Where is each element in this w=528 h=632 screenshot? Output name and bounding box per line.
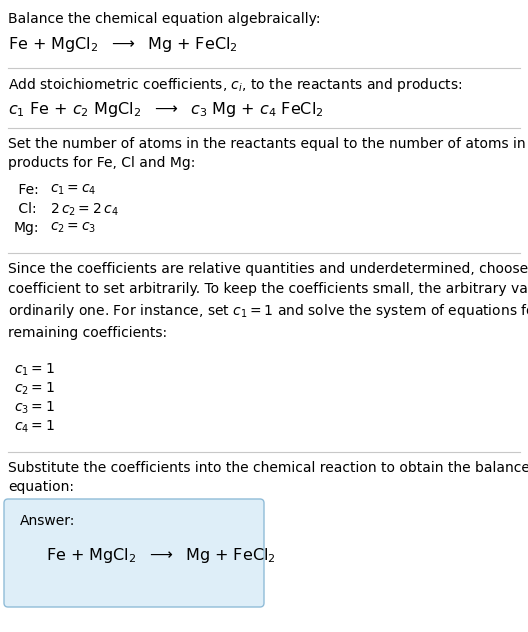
Text: Fe + MgCl$_2$  $\longrightarrow$  Mg + FeCl$_2$: Fe + MgCl$_2$ $\longrightarrow$ Mg + FeC…	[8, 35, 238, 54]
Text: Fe:: Fe:	[14, 183, 39, 197]
Text: Cl:: Cl:	[14, 202, 36, 216]
Text: $c_2 = 1$: $c_2 = 1$	[14, 381, 55, 398]
Text: Fe + MgCl$_2$  $\longrightarrow$  Mg + FeCl$_2$: Fe + MgCl$_2$ $\longrightarrow$ Mg + FeC…	[46, 546, 276, 565]
Text: $c_3 = 1$: $c_3 = 1$	[14, 400, 55, 416]
Text: $c_4 = 1$: $c_4 = 1$	[14, 419, 55, 435]
Text: Balance the chemical equation algebraically:: Balance the chemical equation algebraica…	[8, 12, 320, 26]
Text: $c_1 = 1$: $c_1 = 1$	[14, 362, 55, 379]
Text: Mg:: Mg:	[14, 221, 40, 235]
FancyBboxPatch shape	[4, 499, 264, 607]
Text: $c_1 = c_4$: $c_1 = c_4$	[50, 183, 97, 197]
Text: Answer:: Answer:	[20, 514, 76, 528]
Text: Add stoichiometric coefficients, $c_i$, to the reactants and products:: Add stoichiometric coefficients, $c_i$, …	[8, 76, 463, 94]
Text: Since the coefficients are relative quantities and underdetermined, choose a
coe: Since the coefficients are relative quan…	[8, 262, 528, 339]
Text: $2\,c_2 = 2\,c_4$: $2\,c_2 = 2\,c_4$	[50, 202, 119, 219]
Text: Substitute the coefficients into the chemical reaction to obtain the balanced
eq: Substitute the coefficients into the che…	[8, 461, 528, 494]
Text: $c_1$ Fe + $c_2$ MgCl$_2$  $\longrightarrow$  $c_3$ Mg + $c_4$ FeCl$_2$: $c_1$ Fe + $c_2$ MgCl$_2$ $\longrightarr…	[8, 100, 324, 119]
Text: Set the number of atoms in the reactants equal to the number of atoms in the
pro: Set the number of atoms in the reactants…	[8, 137, 528, 171]
Text: $c_2 = c_3$: $c_2 = c_3$	[50, 221, 96, 235]
